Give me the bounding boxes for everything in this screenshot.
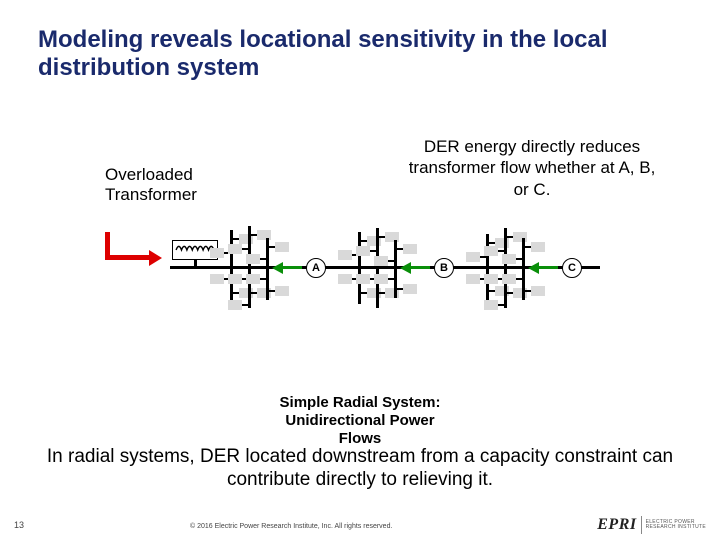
- load-connector: [498, 304, 504, 306]
- logo-mark: EPRI: [597, 516, 636, 534]
- load-block: [374, 274, 388, 284]
- node-a: A: [306, 258, 326, 278]
- load-connector: [242, 304, 248, 306]
- slide-title: Modeling reveals locational sensitivity …: [38, 26, 638, 81]
- load-block: [484, 246, 498, 256]
- load-block: [531, 286, 545, 296]
- slide: Modeling reveals locational sensitivity …: [0, 0, 720, 540]
- radial-system-diagram: A B C: [130, 218, 600, 328]
- load-block: [210, 248, 224, 258]
- load-block: [403, 244, 417, 254]
- load-connector: [260, 258, 266, 260]
- load-block: [228, 300, 242, 310]
- load-block: [228, 274, 242, 284]
- load-block: [502, 274, 516, 284]
- load-block: [246, 254, 260, 264]
- load-connector: [516, 258, 522, 260]
- epri-logo: EPRI ELECTRIC POWERRESEARCH INSTITUTE: [597, 516, 706, 534]
- der-flow-arrow: [528, 262, 558, 273]
- load-block: [403, 284, 417, 294]
- der-flow-arrow: [400, 262, 430, 273]
- branch-line: [504, 228, 507, 308]
- load-block: [356, 246, 370, 256]
- load-block: [246, 274, 260, 284]
- load-connector: [498, 250, 504, 252]
- load-block: [466, 252, 480, 262]
- node-b: B: [434, 258, 454, 278]
- overloaded-transformer-label: OverloadedTransformer: [105, 165, 197, 206]
- load-connector: [242, 248, 248, 250]
- load-block: [466, 274, 480, 284]
- load-block: [531, 242, 545, 252]
- xfmr-drop: [194, 260, 197, 268]
- load-connector: [516, 278, 522, 280]
- load-block: [356, 274, 370, 284]
- load-connector: [388, 260, 394, 262]
- load-block: [210, 274, 224, 284]
- node-c: C: [562, 258, 582, 278]
- load-connector: [480, 256, 486, 258]
- load-block: [275, 286, 289, 296]
- load-block: [484, 300, 498, 310]
- load-block: [228, 244, 242, 254]
- copyright-text: © 2016 Electric Power Research Institute…: [190, 523, 392, 530]
- load-block: [484, 274, 498, 284]
- page-number: 13: [14, 520, 24, 530]
- load-block: [275, 242, 289, 252]
- der-energy-label: DER energy directly reduces transformer …: [402, 136, 662, 200]
- der-flow-arrow: [272, 262, 302, 273]
- load-connector: [388, 278, 394, 280]
- load-block: [338, 274, 352, 284]
- diagram-caption: Simple Radial System:Unidirectional Powe…: [0, 394, 720, 448]
- load-block: [338, 250, 352, 260]
- load-connector: [260, 278, 266, 280]
- logo-subtitle: ELECTRIC POWERRESEARCH INSTITUTE: [646, 520, 706, 531]
- logo-divider: [641, 516, 642, 534]
- branch-line: [230, 230, 233, 306]
- load-block: [374, 256, 388, 266]
- load-connector: [370, 250, 376, 252]
- conclusion-text: In radial systems, DER located downstrea…: [28, 446, 692, 492]
- load-block: [502, 254, 516, 264]
- branch-line: [376, 228, 379, 308]
- branch-line: [248, 226, 251, 308]
